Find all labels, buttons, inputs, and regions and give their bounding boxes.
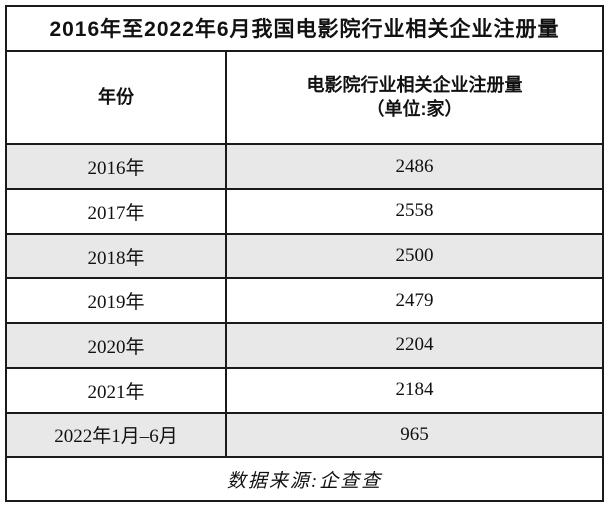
table-title: 2016年至2022年6月我国电影院行业相关企业注册量 bbox=[5, 5, 604, 52]
table-row-2021: 2021年 2184 bbox=[5, 366, 604, 414]
year-cell: 2016年 bbox=[5, 143, 227, 190]
year-cell: 2019年 bbox=[5, 277, 227, 325]
year-cell: 2020年 bbox=[5, 322, 227, 369]
table-row-2022: 2022年1月–6月 965 bbox=[5, 411, 604, 459]
value-cell: 2486 bbox=[225, 143, 604, 190]
table-row-2020: 2020年 2204 bbox=[5, 322, 604, 369]
value-cell: 2204 bbox=[225, 322, 604, 369]
year-cell: 2018年 bbox=[5, 232, 227, 280]
value-cell: 965 bbox=[225, 411, 604, 459]
registration-table: 2016年至2022年6月我国电影院行业相关企业注册量 年份 电影院行业相关企业… bbox=[5, 5, 604, 502]
column-header-year: 年份 bbox=[5, 49, 227, 146]
data-source: 数据来源:企查查 bbox=[5, 456, 604, 502]
year-cell: 2022年1月–6月 bbox=[5, 411, 227, 459]
column-header-value-line2: （单位:家） bbox=[366, 99, 463, 120]
title-row: 2016年至2022年6月我国电影院行业相关企业注册量 bbox=[5, 5, 604, 52]
table-row-2016: 2016年 2486 bbox=[5, 143, 604, 190]
table-row-2018: 2018年 2500 bbox=[5, 232, 604, 280]
column-header-value-line1: 电影院行业相关企业注册量 bbox=[306, 75, 523, 96]
value-cell: 2184 bbox=[225, 366, 604, 414]
year-cell: 2017年 bbox=[5, 187, 227, 235]
footer-row: 数据来源:企查查 bbox=[5, 456, 604, 502]
header-row: 年份 电影院行业相关企业注册量 （单位:家） bbox=[5, 49, 604, 146]
value-cell: 2500 bbox=[225, 232, 604, 280]
column-header-value: 电影院行业相关企业注册量 （单位:家） bbox=[225, 49, 604, 146]
year-cell: 2021年 bbox=[5, 366, 227, 414]
table-row-2019: 2019年 2479 bbox=[5, 277, 604, 325]
table-row-2017: 2017年 2558 bbox=[5, 187, 604, 235]
value-cell: 2558 bbox=[225, 187, 604, 235]
value-cell: 2479 bbox=[225, 277, 604, 325]
